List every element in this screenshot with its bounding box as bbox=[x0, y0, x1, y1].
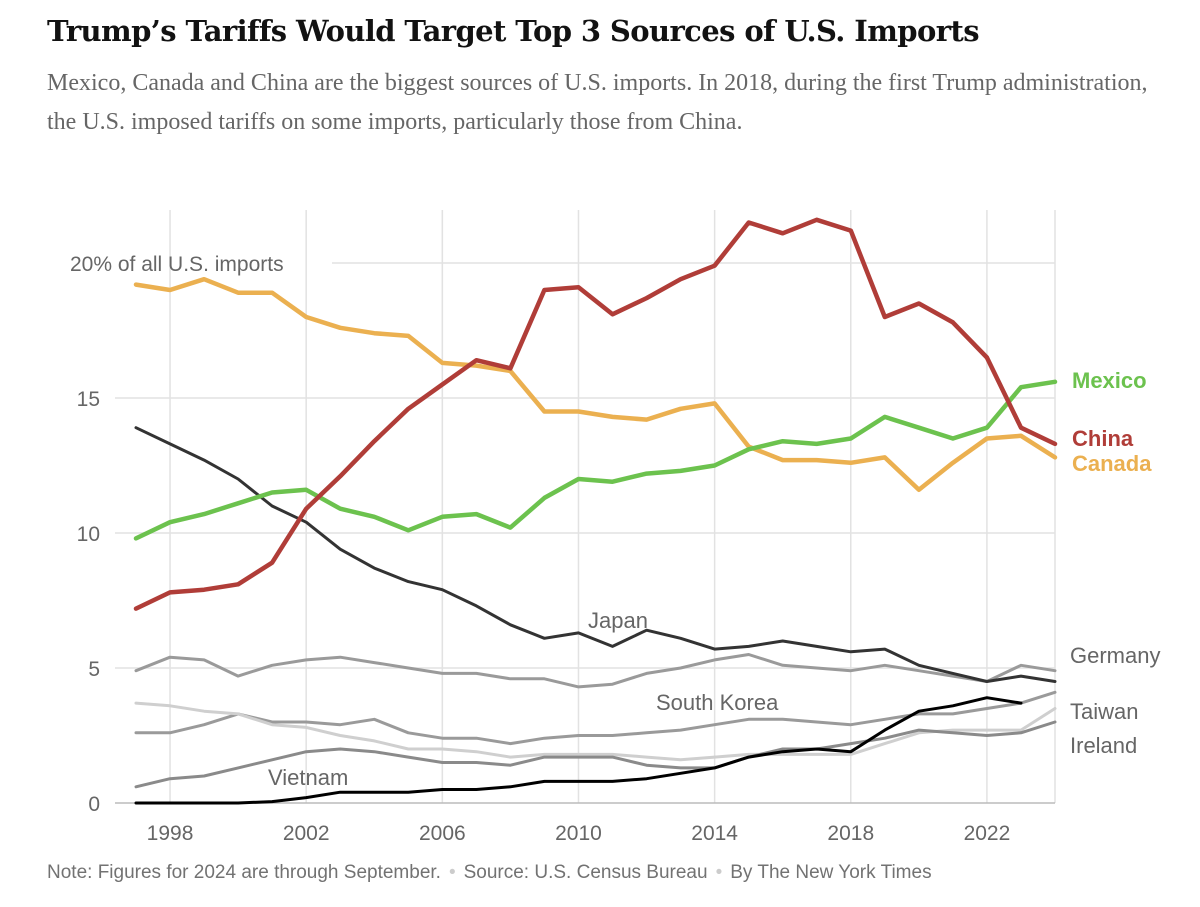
series-label-south-korea: South Korea bbox=[656, 690, 779, 715]
y-tick-label: 10 bbox=[77, 523, 100, 546]
x-tick-label: 2018 bbox=[827, 822, 874, 845]
series-line-china bbox=[133, 217, 1058, 611]
series-line-taiwan bbox=[134, 701, 1057, 762]
axis-ticks: 1998 2002 2006 2010 2014 2018 2022 0 5 10 15 20% of… bbox=[70, 253, 1010, 845]
y-tick-label: 0 bbox=[88, 793, 100, 816]
series-line-mexico bbox=[133, 379, 1058, 541]
footer: Note: Figures for 2024 are through Septe… bbox=[47, 862, 932, 884]
series-label-japan: Japan bbox=[588, 608, 648, 633]
x-tick-label: 1998 bbox=[147, 822, 194, 845]
x-tick-label: 2002 bbox=[283, 822, 330, 845]
series-label-china: China bbox=[1072, 426, 1134, 451]
series-line-ireland bbox=[134, 720, 1057, 789]
series-line-germany bbox=[134, 653, 1057, 689]
chart-subtitle: Mexico, Canada and China are the biggest… bbox=[47, 70, 1148, 135]
series-label-canada: Canada bbox=[1072, 451, 1152, 476]
chart-title: Trump’s Tariffs Would Target Top 3 Sourc… bbox=[47, 14, 980, 48]
series-label-ireland: Ireland bbox=[1070, 733, 1137, 758]
footer-note: Note: Figures for 2024 are through Septe… bbox=[47, 862, 441, 883]
series-label-mexico: Mexico bbox=[1072, 368, 1147, 393]
x-tick-label: 2014 bbox=[691, 822, 738, 845]
y-tick-label: 5 bbox=[88, 658, 100, 681]
separator-dot: • bbox=[448, 862, 456, 883]
series-label-germany: Germany bbox=[1070, 643, 1160, 668]
separator-dot: • bbox=[715, 862, 723, 883]
series-line-canada bbox=[133, 276, 1058, 493]
series-label-vietnam: Vietnam bbox=[268, 765, 348, 790]
x-tick-label: 2022 bbox=[964, 822, 1011, 845]
series-line-japan bbox=[134, 426, 1057, 683]
series-label-taiwan: Taiwan bbox=[1070, 699, 1138, 724]
y-axis-label: 20% of all U.S. imports bbox=[70, 253, 284, 276]
footer-source: Source: U.S. Census Bureau bbox=[463, 862, 708, 883]
series-line-vietnam bbox=[134, 696, 1023, 805]
footer-credit: By The New York Times bbox=[730, 862, 932, 883]
x-tick-label: 2010 bbox=[555, 822, 602, 845]
series-lines bbox=[133, 217, 1058, 805]
grid bbox=[115, 210, 1056, 804]
x-tick-label: 2006 bbox=[419, 822, 466, 845]
y-tick-label: 15 bbox=[77, 388, 100, 411]
series-line-south-korea bbox=[134, 690, 1057, 746]
